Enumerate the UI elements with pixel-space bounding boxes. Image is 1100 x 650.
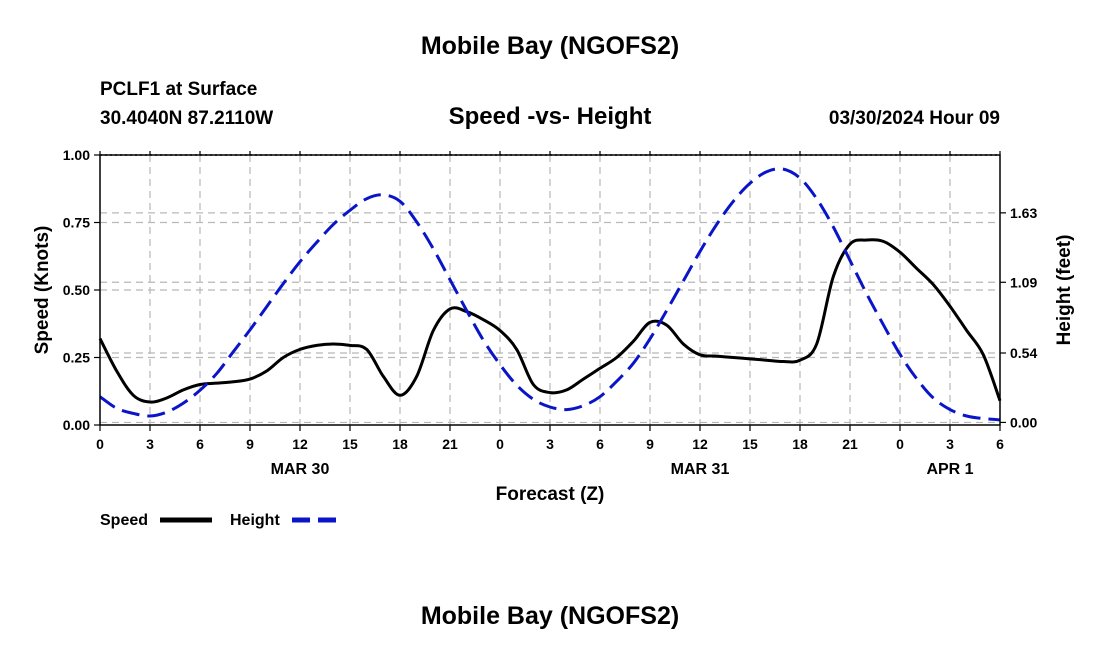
x-tick-label: 0: [496, 436, 504, 452]
y-left-tick-label: 1.00: [63, 147, 90, 163]
footer-title: Mobile Bay (NGOFS2): [421, 602, 679, 630]
x-tick-label: 6: [596, 436, 604, 452]
x-tick-label: 3: [146, 436, 154, 452]
height-series-line: [99, 167, 1001, 422]
date-label: MAR 30: [271, 461, 330, 478]
chart-axes: 0 3 6 9 12 15 18 21 0 3 6 9 12 15 18 21 0 3 6 0.00 0.25 0.50 0…: [63, 147, 1038, 478]
chart-series: [98, 167, 1002, 422]
date-label: MAR 31: [671, 461, 730, 478]
x-tick-label: 15: [742, 436, 758, 452]
x-tick-label: 0: [896, 436, 904, 452]
y-left-tick-label: 0.00: [63, 417, 90, 433]
speed-series-line: [98, 238, 1002, 404]
y-axis-left-label: Speed (Knots): [32, 226, 53, 355]
station-coordinates: 30.4040N 87.2110W: [100, 108, 273, 129]
legend-height-label: Height: [230, 512, 280, 529]
y-left-tick-label: 0.25: [63, 350, 90, 366]
y-left-tick-label: 0.75: [63, 215, 90, 231]
y-left-tick-label: 0.50: [63, 282, 90, 298]
forecast-timestamp: 03/30/2024 Hour 09: [829, 108, 1000, 129]
chart-legend: Speed Height: [100, 512, 344, 529]
x-axis-label: Forecast (Z): [496, 484, 605, 505]
x-tick-label: 3: [946, 436, 954, 452]
x-tick-label: 0: [96, 436, 104, 452]
y-right-tick-label: 0.00: [1010, 414, 1037, 430]
x-tick-label: 6: [996, 436, 1004, 452]
y-right-tick-label: 0.54: [1010, 345, 1037, 361]
legend-speed-label: Speed: [100, 512, 148, 529]
x-tick-label: 6: [196, 436, 204, 452]
date-label: APR 1: [926, 461, 973, 478]
x-tick-label: 21: [442, 436, 458, 452]
x-tick-label: 21: [842, 436, 858, 452]
y-axis-right-label: Height (feet): [1054, 235, 1075, 346]
x-tick-label: 12: [692, 436, 708, 452]
chart-title: Speed -vs- Height: [449, 103, 652, 130]
x-tick-label: 9: [646, 436, 654, 452]
station-label: PCLF1 at Surface: [100, 79, 257, 100]
chart-grid: [100, 155, 1000, 425]
y-right-tick-label: 1.09: [1010, 274, 1037, 290]
x-tick-label: 18: [392, 436, 408, 452]
y-right-tick-label: 1.63: [1010, 205, 1037, 221]
x-tick-label: 18: [792, 436, 808, 452]
x-tick-label: 15: [342, 436, 358, 452]
page-title: Mobile Bay (NGOFS2): [421, 32, 679, 60]
x-tick-label: 3: [546, 436, 554, 452]
x-tick-label: 12: [292, 436, 308, 452]
x-tick-label: 9: [246, 436, 254, 452]
